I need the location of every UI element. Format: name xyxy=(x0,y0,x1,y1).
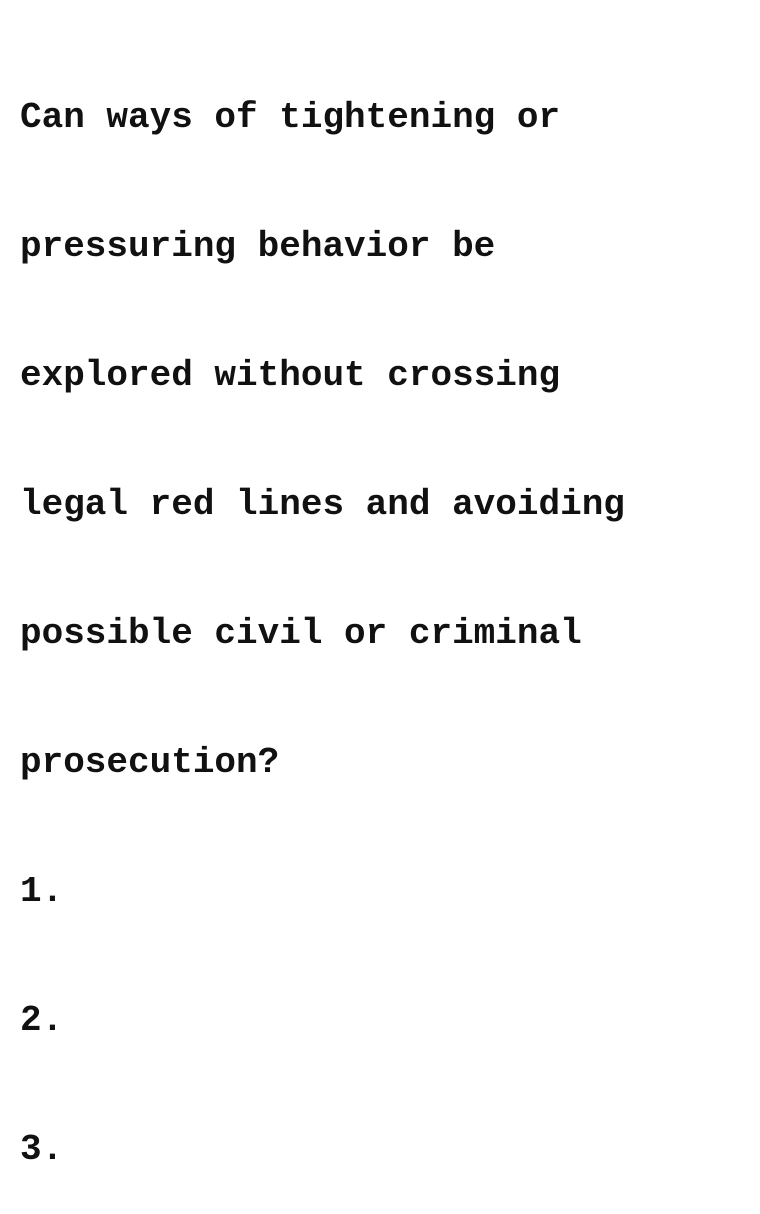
question-line: pressuring behavior be xyxy=(20,226,496,267)
question-line: explored without crossing xyxy=(20,355,561,396)
list-item-number: 2. xyxy=(20,1000,64,1041)
question-line: Can ways of tightening or xyxy=(20,97,561,138)
list-item-number: 3. xyxy=(20,1129,64,1170)
document-body: Can ways of tightening or pressuring beh… xyxy=(20,10,740,1214)
question-line: possible civil or criminal xyxy=(20,613,582,654)
question-line: legal red lines and avoiding xyxy=(20,484,625,525)
question-line: prosecution? xyxy=(20,742,280,783)
list-item-number: 1. xyxy=(20,871,64,912)
